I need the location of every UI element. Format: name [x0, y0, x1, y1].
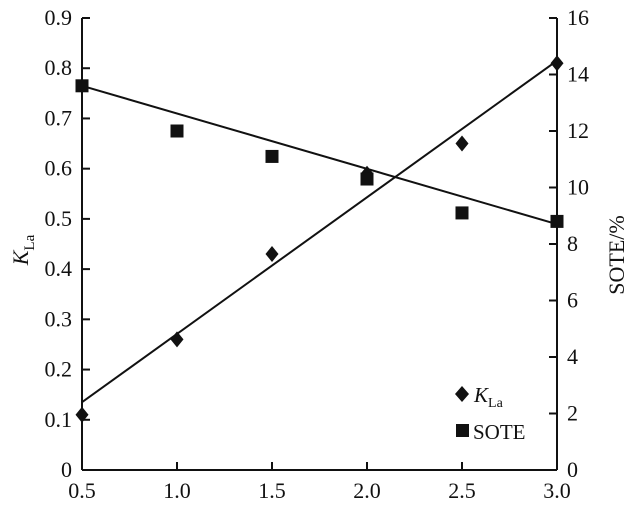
sote-point: [455, 206, 469, 220]
x-tick-label: 2.0: [353, 478, 381, 503]
x-tick-label: 2.5: [448, 478, 476, 503]
y-left-axis-title: KLa: [8, 234, 38, 266]
x-tick-label: 1.0: [163, 478, 191, 503]
x-tick-label: 3.0: [543, 478, 571, 503]
sote-point: [265, 149, 279, 163]
legend: KLa SOTE: [455, 383, 526, 444]
y-right-tick-label: 10: [567, 175, 589, 200]
kla-point: [75, 406, 89, 423]
y-right-tick-label: 12: [567, 118, 589, 143]
y-left-tick-label: 0.6: [45, 156, 73, 181]
y-left-tick-label: 0.7: [45, 105, 73, 130]
legend-sote-label: SOTE: [473, 420, 526, 444]
y-right-tick-label: 14: [567, 62, 589, 87]
y-left-tick-label: 0.8: [45, 55, 73, 80]
y-left-tick-label: 0.2: [45, 357, 73, 382]
x-tick-label: 0.5: [68, 478, 96, 503]
y-right-tick-label: 16: [567, 5, 589, 30]
kla-point: [170, 331, 184, 348]
legend-kla-label: KLa: [473, 383, 504, 411]
kla-point: [455, 135, 469, 152]
sote-point: [170, 124, 184, 138]
sote-fit-line: [81, 84, 558, 226]
y-left-tick-label: 0.3: [45, 306, 73, 331]
kla-fit-line: [81, 59, 558, 404]
sote-point: [75, 79, 89, 93]
y-right-tick-label: 0: [567, 457, 578, 482]
sote-point: [550, 214, 564, 228]
y-left-tick-label: 0.9: [45, 5, 73, 30]
y-left-tick-label: 0.1: [45, 407, 73, 432]
ticks: 0.5 1.0 1.5 2.0 2.5 3.000.10.20.30.40.50.60.7…: [45, 5, 590, 503]
legend-kla-marker: [455, 386, 469, 402]
y-left-tick-label: 0.4: [45, 256, 73, 281]
y-left-tick-label: 0.5: [45, 206, 73, 231]
y-right-tick-label: 6: [567, 288, 578, 313]
legend-sote-marker: [456, 424, 469, 437]
y-right-tick-label: 2: [567, 401, 578, 426]
y-left-tick-label: 0: [61, 457, 72, 482]
y-right-tick-label: 8: [567, 231, 578, 256]
y-right-tick-label: 4: [567, 344, 578, 369]
y-right-axis-title: SOTE/%: [604, 215, 629, 294]
kla-point: [265, 246, 279, 263]
x-tick-label: 1.5: [258, 478, 286, 503]
data-points: [75, 55, 564, 423]
fit-lines: [81, 59, 558, 404]
kla-point: [550, 55, 564, 72]
sote-point: [360, 172, 374, 186]
